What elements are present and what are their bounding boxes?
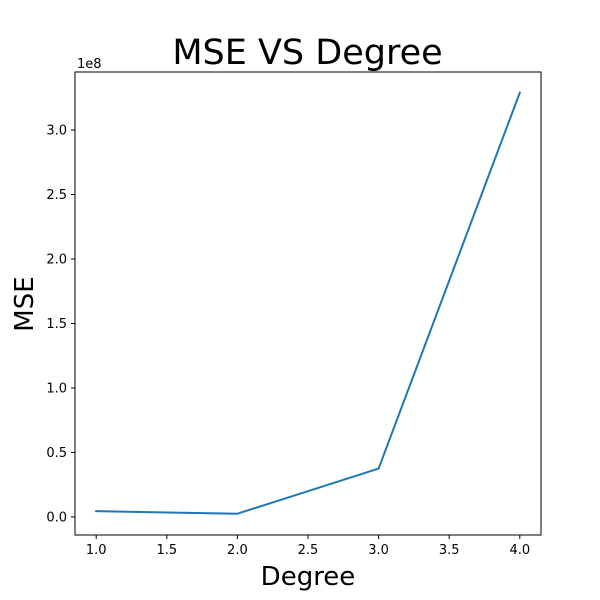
y-tick-label: 3.0 [46,124,67,139]
x-axis-label: Degree [261,562,356,592]
y-tick-label: 2.5 [46,188,67,203]
chart-title: MSE VS Degree [172,33,442,73]
y-axis-ticks: 0.0 0.5 1.0 1.5 2.0 2.5 3.0 [46,124,75,525]
y-axis-label: MSE [10,276,40,331]
x-tick-label: 4.0 [509,543,530,558]
y-tick-label: 2.0 [46,253,67,268]
x-tick-label: 2.5 [298,543,319,558]
x-tick-label: 1.5 [156,543,177,558]
y-tick-label: 1.0 [46,381,67,396]
y-tick-label: 0.0 [46,510,67,525]
x-tick-label: 2.0 [227,543,248,558]
x-tick-label: 3.0 [368,543,389,558]
series-group [95,91,522,515]
y-tick-label: 1.5 [46,317,67,332]
plot-frame [74,71,542,536]
y-offset-label: 1e8 [77,57,102,72]
series-line [95,91,522,515]
y-tick-label: 0.5 [46,446,67,461]
x-tick-label: 3.5 [439,543,460,558]
x-tick-label: 1.0 [86,543,107,558]
x-axis-ticks: 1.0 1.5 2.0 2.5 3.0 3.5 4.0 [86,535,530,558]
